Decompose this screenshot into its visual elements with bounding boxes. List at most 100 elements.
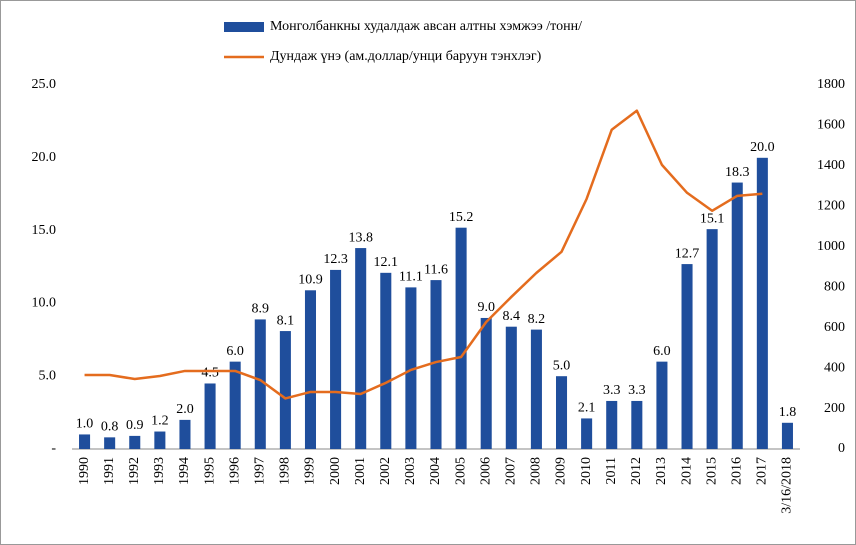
- data-label: 3.3: [603, 383, 621, 398]
- x-tick-label: 2004: [428, 457, 443, 485]
- bar: [581, 418, 593, 449]
- y2-tick-label: 1600: [817, 118, 845, 133]
- y2-tick-label: 800: [824, 279, 845, 294]
- x-tick-label: 2007: [504, 457, 519, 485]
- x-tick-label: 1994: [177, 457, 192, 485]
- bar: [330, 269, 342, 449]
- x-tick-label: 2017: [755, 457, 770, 485]
- bar: [154, 431, 166, 449]
- x-tick-label: 2008: [529, 457, 544, 485]
- x-tick-label: 2002: [378, 457, 393, 485]
- data-label: 9.0: [477, 300, 495, 315]
- data-label: 8.1: [277, 313, 295, 328]
- y2-tick-label: 1200: [817, 199, 845, 214]
- bar: [606, 400, 618, 449]
- bar: [505, 326, 517, 449]
- x-tick-label: 2014: [679, 457, 694, 485]
- bar: [179, 419, 191, 449]
- x-tick-label: 2015: [704, 457, 719, 485]
- x-tick-label: 2009: [554, 457, 569, 485]
- bar: [480, 317, 492, 449]
- bar: [430, 280, 442, 449]
- data-label: 20.0: [750, 140, 775, 155]
- data-label: 4.5: [201, 366, 219, 381]
- x-tick-label: 1992: [127, 457, 142, 485]
- x-tick-label: 1999: [303, 457, 318, 485]
- data-label: 8.2: [528, 312, 546, 327]
- data-label: 12.7: [675, 246, 700, 261]
- x-tick-label: 3/16/2018: [780, 457, 795, 514]
- bar: [380, 272, 392, 449]
- x-tick-label: 2003: [403, 457, 418, 485]
- y-tick-label: 5.0: [39, 368, 57, 383]
- bar: [530, 329, 542, 449]
- bar: [706, 229, 718, 449]
- x-tick-label: 2016: [729, 457, 744, 485]
- line: [84, 109, 763, 400]
- x-tick-label: 2000: [328, 457, 343, 485]
- x-tick-label: 2001: [353, 457, 368, 485]
- x-tick-label: 2005: [453, 457, 468, 485]
- data-label: 2.1: [578, 401, 596, 416]
- data-label: 10.9: [298, 273, 323, 288]
- bar: [781, 422, 793, 449]
- y2-tick-label: 0: [838, 441, 845, 456]
- x-tick-label: 1991: [102, 457, 117, 485]
- bar: [229, 361, 241, 449]
- x-tick-label: 2010: [579, 457, 594, 485]
- bar: [555, 376, 568, 449]
- x-tick-label: 1993: [152, 457, 167, 485]
- data-label: 6.0: [226, 344, 244, 359]
- y-tick-label: 25.0: [32, 77, 57, 92]
- data-label: 3.3: [628, 383, 646, 398]
- x-tick-label: 2012: [629, 457, 644, 485]
- data-label: 1.0: [76, 417, 94, 432]
- y-tick-label: 10.0: [32, 296, 57, 311]
- bar: [681, 264, 693, 449]
- data-label: 11.6: [424, 262, 448, 277]
- data-label: 11.1: [399, 270, 423, 285]
- bar: [279, 331, 291, 449]
- y2-tick-label: 1400: [817, 158, 845, 173]
- y-tick-label: 20.0: [32, 150, 57, 165]
- bar: [405, 287, 417, 449]
- data-label: 2.0: [176, 402, 194, 417]
- y2-tick-label: 400: [824, 360, 845, 375]
- bar: [656, 361, 668, 449]
- legend-swatch: [224, 22, 264, 32]
- x-tick-label: 1995: [202, 457, 217, 485]
- bar: [756, 157, 768, 450]
- data-label: 1.2: [151, 414, 169, 429]
- y2-tick-label: 1000: [817, 239, 845, 254]
- bar: [129, 435, 141, 449]
- data-label: 8.4: [503, 309, 521, 324]
- bar: [455, 227, 467, 449]
- data-label: 15.2: [449, 210, 474, 225]
- x-tick-label: 1998: [278, 457, 293, 485]
- data-label: 18.3: [725, 165, 750, 180]
- y2-tick-label: 200: [824, 401, 845, 416]
- data-label: 12.3: [323, 252, 348, 267]
- x-tick-label: 2006: [478, 457, 493, 485]
- bar: [204, 383, 216, 449]
- x-tick-label: 1997: [252, 457, 267, 485]
- y2-tick-label: 1800: [817, 77, 845, 92]
- y2-tick-label: 600: [824, 320, 845, 335]
- bar: [104, 437, 116, 449]
- x-tick-label: 2013: [654, 457, 669, 485]
- data-label: 8.9: [252, 302, 270, 317]
- data-label: 6.0: [653, 344, 671, 359]
- bar: [254, 319, 266, 449]
- data-label: 1.8: [779, 405, 797, 420]
- bar: [355, 248, 367, 449]
- x-tick-label: 2011: [604, 457, 619, 484]
- y-tick-label: -: [51, 441, 56, 456]
- data-label: 12.1: [374, 255, 399, 270]
- bar: [731, 182, 743, 449]
- legend-label: Дундаж үнэ (ам.доллар/унци баруун тэнхлэ…: [270, 49, 542, 64]
- data-label: 0.9: [126, 418, 144, 433]
- data-label: 0.8: [101, 420, 119, 435]
- y-tick-label: 15.0: [32, 223, 57, 238]
- x-tick-label: 1990: [77, 457, 92, 485]
